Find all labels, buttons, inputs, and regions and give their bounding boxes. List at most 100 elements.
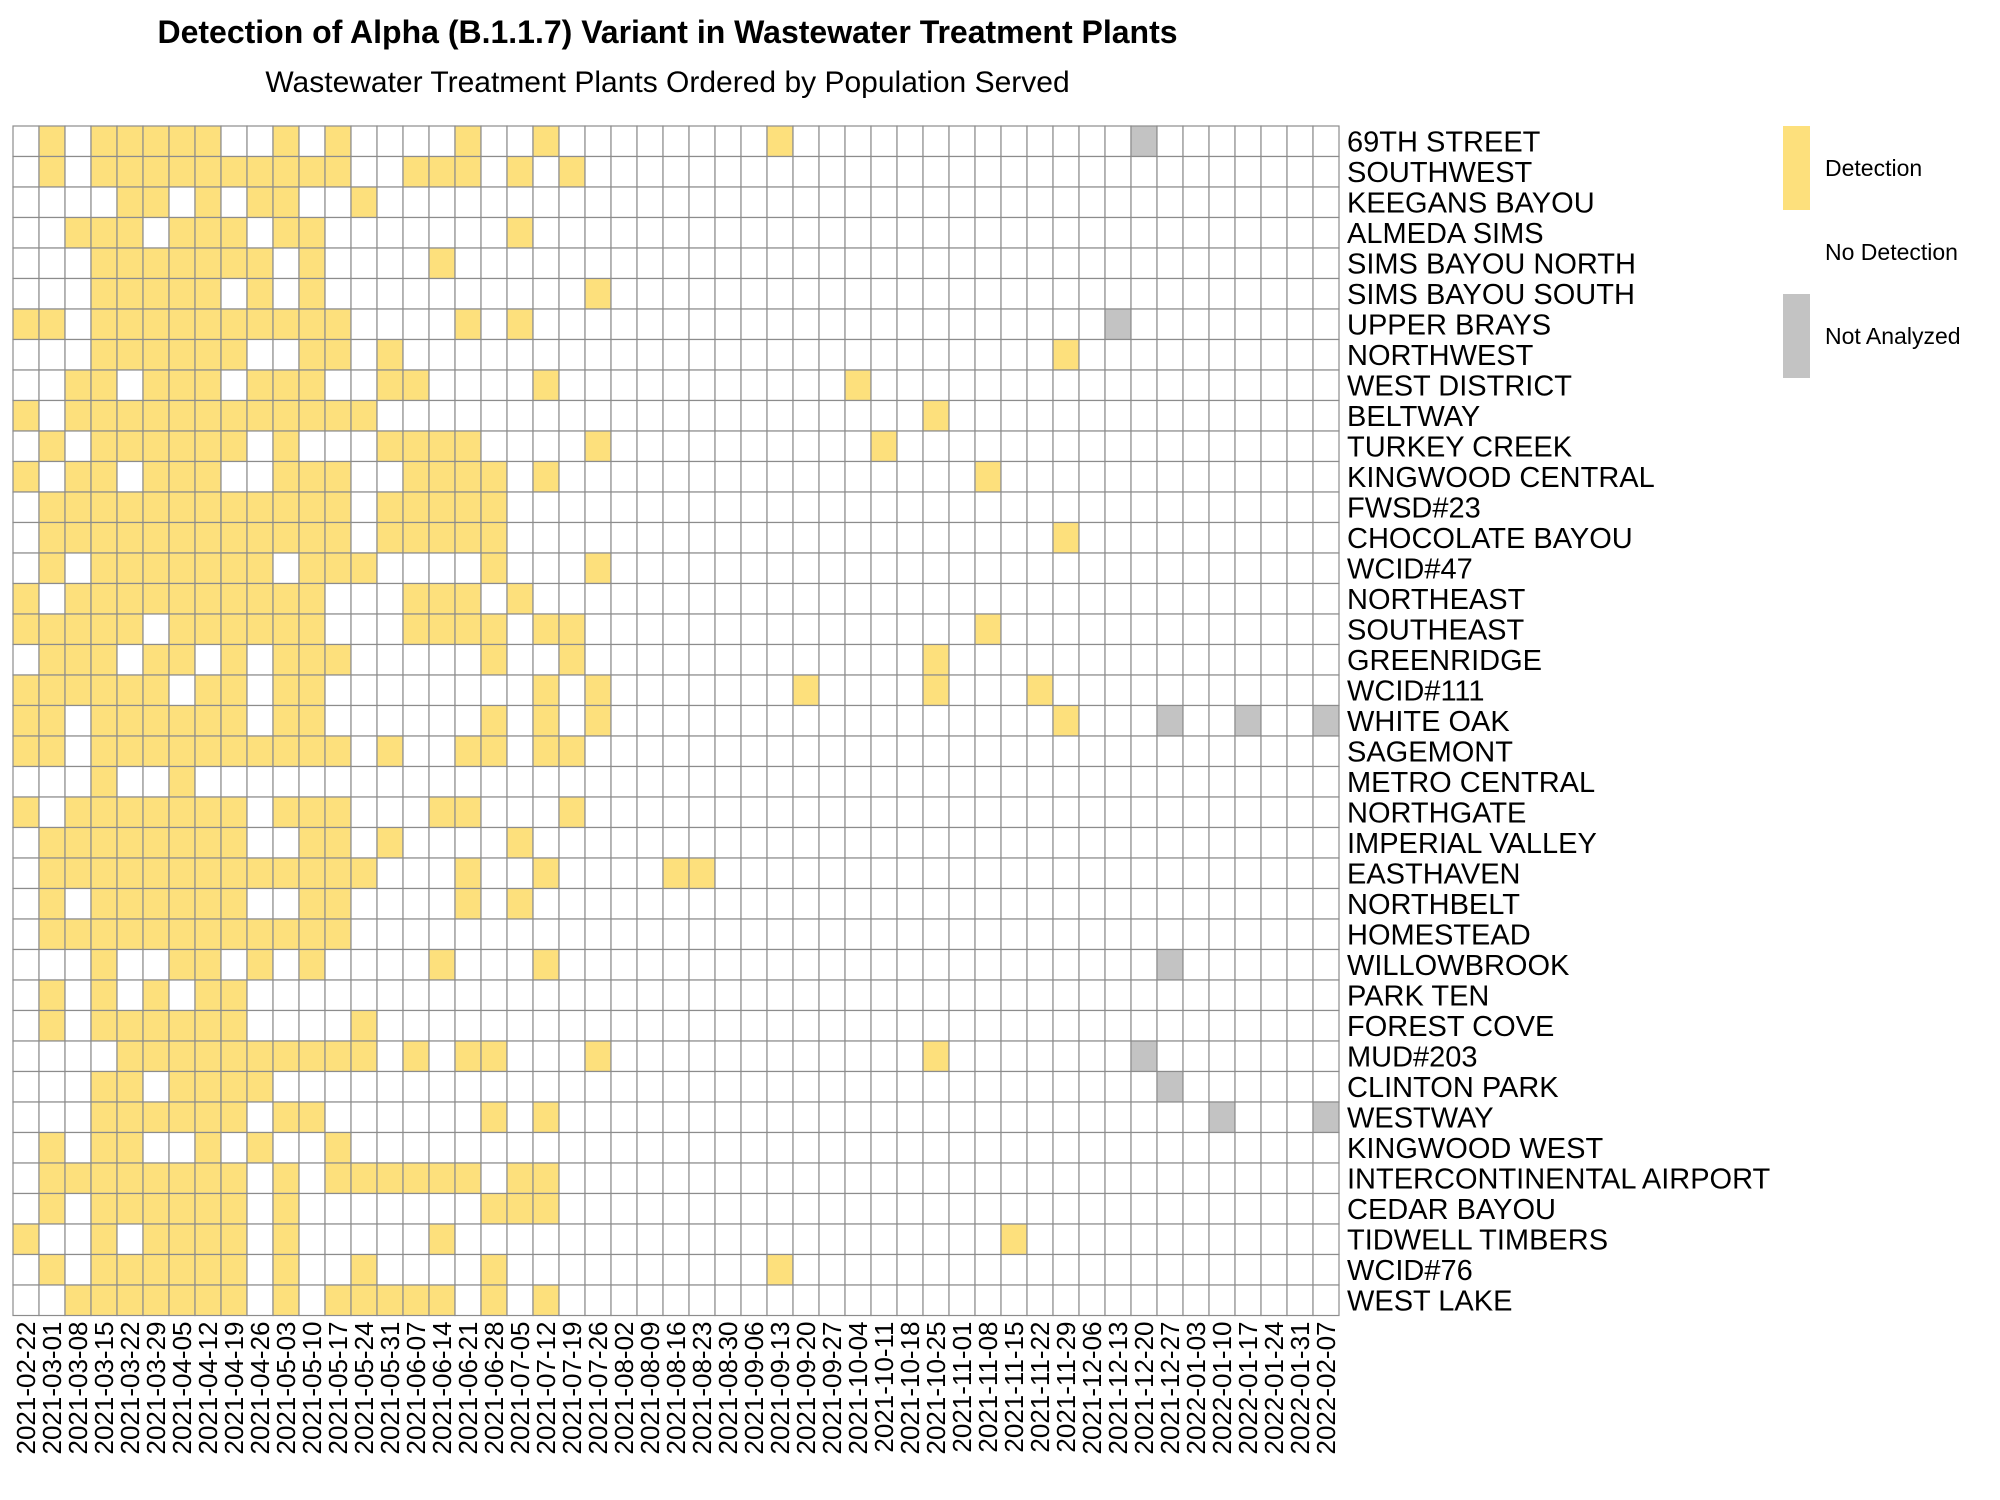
heatmap-cell [714, 796, 742, 829]
heatmap-cell [402, 1101, 430, 1134]
heatmap-cell [350, 1131, 378, 1164]
heatmap-cell [1026, 613, 1054, 646]
heatmap-cell [1156, 125, 1184, 158]
heatmap-cell [1182, 1253, 1210, 1286]
heatmap-cell [558, 948, 586, 981]
heatmap-cell [38, 918, 66, 951]
heatmap-cell [766, 399, 794, 432]
heatmap-cell [948, 613, 976, 646]
heatmap-cell [1156, 1040, 1184, 1073]
heatmap-cell [480, 460, 508, 493]
heatmap-cell [324, 399, 352, 432]
heatmap-cell [480, 1162, 508, 1195]
heatmap-cell [1208, 1192, 1236, 1225]
heatmap-cell [1260, 399, 1288, 432]
heatmap-cell [584, 979, 612, 1012]
column-label: 2021-03-08 [63, 1322, 93, 1455]
heatmap-cell [636, 582, 664, 615]
heatmap-cell [1130, 1223, 1158, 1256]
heatmap-cell [90, 247, 118, 280]
heatmap-cell [584, 186, 612, 219]
heatmap-cell [1312, 308, 1340, 341]
heatmap-cell [1312, 1223, 1340, 1256]
heatmap-cell [454, 1070, 482, 1103]
heatmap-cell [1286, 857, 1314, 890]
heatmap-cell [870, 948, 898, 981]
chart-subtitle: Wastewater Treatment Plants Ordered by P… [265, 66, 1070, 99]
heatmap-cell [324, 674, 352, 707]
heatmap-cell [1104, 430, 1132, 463]
heatmap-cell [142, 1192, 170, 1225]
heatmap-cell [246, 643, 274, 676]
heatmap-cell [714, 521, 742, 554]
heatmap-cell [1312, 521, 1340, 554]
heatmap-cell [428, 1253, 456, 1286]
heatmap-cell [896, 1040, 924, 1073]
column-label: 2021-08-30 [713, 1322, 743, 1455]
heatmap-cell [766, 216, 794, 249]
heatmap-cell [714, 1162, 742, 1195]
heatmap-cell [714, 338, 742, 371]
heatmap-cell [1260, 308, 1288, 341]
heatmap-cell [350, 735, 378, 768]
heatmap-cell [12, 125, 40, 158]
heatmap-cell [1182, 155, 1210, 188]
heatmap-cell [714, 216, 742, 249]
heatmap-cell [1182, 735, 1210, 768]
heatmap-cell [1078, 399, 1106, 432]
heatmap-cell [194, 1131, 222, 1164]
heatmap-cell [1000, 460, 1028, 493]
heatmap-cell [142, 1131, 170, 1164]
heatmap-cell [168, 521, 196, 554]
heatmap-cell [1286, 1070, 1314, 1103]
heatmap-cell [974, 338, 1002, 371]
heatmap-cell [376, 430, 404, 463]
heatmap-cell [766, 460, 794, 493]
heatmap-cell [90, 430, 118, 463]
heatmap-cell [532, 918, 560, 951]
heatmap-cell [116, 155, 144, 188]
heatmap-cell [636, 826, 664, 859]
heatmap-cell [1078, 613, 1106, 646]
row-label: EASTHAVEN [1347, 858, 1521, 890]
heatmap-cell [896, 430, 924, 463]
heatmap-cell [740, 125, 768, 158]
heatmap-cell [896, 338, 924, 371]
heatmap-cell [220, 735, 248, 768]
heatmap-cell [922, 491, 950, 524]
heatmap-cell [168, 948, 196, 981]
heatmap-cell [454, 1284, 482, 1317]
heatmap-cell [584, 948, 612, 981]
heatmap-cell [350, 308, 378, 341]
heatmap-cell [1104, 704, 1132, 737]
heatmap-cell [376, 247, 404, 280]
heatmap-cell [896, 125, 924, 158]
heatmap-cell [506, 1040, 534, 1073]
heatmap-cell [38, 460, 66, 493]
heatmap-cell [584, 125, 612, 158]
heatmap-cell [1234, 308, 1262, 341]
heatmap-cell [1000, 857, 1028, 890]
heatmap-cell [948, 399, 976, 432]
heatmap-cell [1000, 918, 1028, 951]
heatmap-cell [1000, 216, 1028, 249]
heatmap-cell [246, 186, 274, 219]
heatmap-cell [402, 1070, 430, 1103]
heatmap-cell [766, 918, 794, 951]
heatmap-cell [1312, 796, 1340, 829]
heatmap-cell [610, 582, 638, 615]
heatmap-cell [38, 674, 66, 707]
heatmap-cell [792, 1162, 820, 1195]
heatmap-cell [688, 125, 716, 158]
column-label: 2021-12-06 [1077, 1322, 1107, 1455]
heatmap-cell [298, 735, 326, 768]
heatmap-cell [1286, 1223, 1314, 1256]
heatmap-cell [896, 1162, 924, 1195]
heatmap-cell [194, 1253, 222, 1286]
heatmap-cell [636, 674, 664, 707]
heatmap-cell [272, 1131, 300, 1164]
heatmap-cell [246, 1223, 274, 1256]
heatmap-cell [376, 308, 404, 341]
heatmap-cell [740, 796, 768, 829]
heatmap-cell [1104, 765, 1132, 798]
